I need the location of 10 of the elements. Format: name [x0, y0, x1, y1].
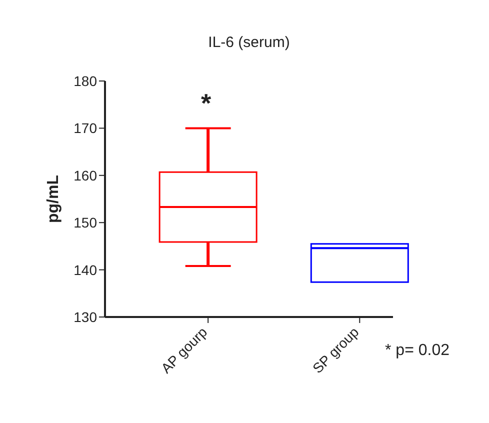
- y-tick-label: 140: [74, 262, 98, 278]
- y-tick-label: 160: [74, 167, 98, 184]
- chart-title: IL-6 (serum): [207, 34, 291, 51]
- y-tick-label: 180: [74, 72, 98, 89]
- y-tick-label: 130: [74, 308, 98, 325]
- y-tick-label: 170: [74, 120, 98, 136]
- y-tick-label: 150: [74, 214, 98, 231]
- y-axis-title: pg/mL: [45, 174, 63, 225]
- text: * p= 0.02: [385, 342, 450, 360]
- annotation: *: [201, 88, 212, 119]
